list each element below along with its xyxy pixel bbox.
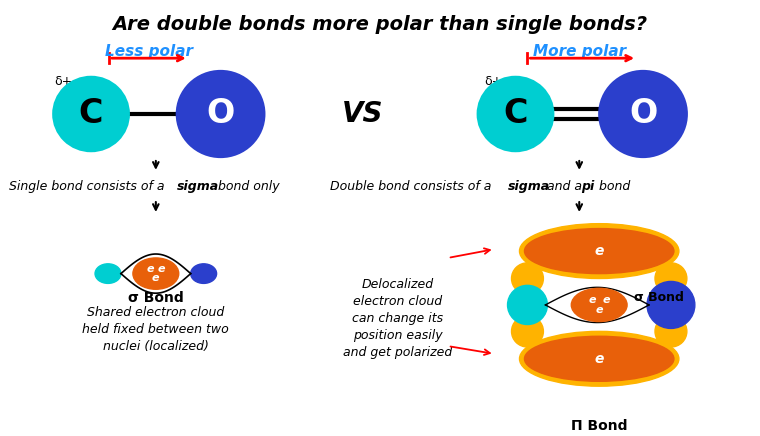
Text: sigma: sigma — [177, 180, 219, 193]
Text: O: O — [629, 98, 657, 130]
Ellipse shape — [511, 316, 543, 347]
Text: Delocalized
electron cloud
can change its
position easily
and get polarized: Delocalized electron cloud can change it… — [344, 278, 452, 358]
Ellipse shape — [133, 258, 179, 289]
Text: σ Bond: σ Bond — [634, 291, 684, 303]
Text: δ-: δ- — [655, 75, 667, 88]
Text: e: e — [146, 264, 154, 274]
Ellipse shape — [655, 263, 687, 294]
Text: e: e — [594, 352, 604, 366]
Circle shape — [508, 285, 547, 324]
Circle shape — [599, 71, 687, 157]
Text: Single bond consists of a: Single bond consists of a — [9, 180, 169, 193]
Ellipse shape — [524, 228, 674, 274]
Circle shape — [477, 77, 553, 151]
Circle shape — [53, 77, 129, 151]
Text: e: e — [588, 295, 596, 305]
Ellipse shape — [191, 264, 217, 283]
Text: Π Bond: Π Bond — [571, 419, 628, 433]
Circle shape — [647, 281, 695, 328]
Ellipse shape — [655, 316, 687, 347]
Text: bond only: bond only — [214, 180, 279, 193]
Text: e: e — [603, 295, 610, 305]
Text: pi: pi — [581, 180, 594, 193]
Text: sigma: sigma — [508, 180, 549, 193]
Circle shape — [177, 71, 264, 157]
Text: C: C — [79, 98, 103, 130]
Ellipse shape — [524, 336, 674, 382]
Ellipse shape — [572, 288, 627, 322]
Ellipse shape — [511, 263, 543, 294]
Text: VS: VS — [342, 100, 384, 128]
Text: O: O — [207, 98, 235, 130]
Text: Shared electron cloud
held fixed between two
nuclei (localized): Shared electron cloud held fixed between… — [82, 306, 230, 353]
Text: δ-: δ- — [223, 75, 235, 88]
Text: e: e — [594, 244, 604, 258]
Text: δ+: δ+ — [54, 75, 72, 88]
Text: and a: and a — [543, 180, 587, 193]
Ellipse shape — [520, 331, 679, 386]
Text: e: e — [595, 305, 603, 315]
Text: Double bond consists of a: Double bond consists of a — [330, 180, 496, 193]
Text: σ Bond: σ Bond — [128, 291, 184, 305]
Text: C: C — [503, 98, 527, 130]
Text: Are double bonds more polar than single bonds?: Are double bonds more polar than single … — [112, 15, 648, 34]
Text: δ+: δ+ — [484, 75, 502, 88]
Text: bond: bond — [595, 180, 631, 193]
Ellipse shape — [95, 264, 121, 283]
Text: e: e — [158, 264, 166, 274]
Ellipse shape — [520, 224, 679, 279]
Text: e: e — [152, 273, 160, 283]
Text: Less polar: Less polar — [105, 44, 193, 59]
Text: More polar: More polar — [533, 44, 625, 59]
